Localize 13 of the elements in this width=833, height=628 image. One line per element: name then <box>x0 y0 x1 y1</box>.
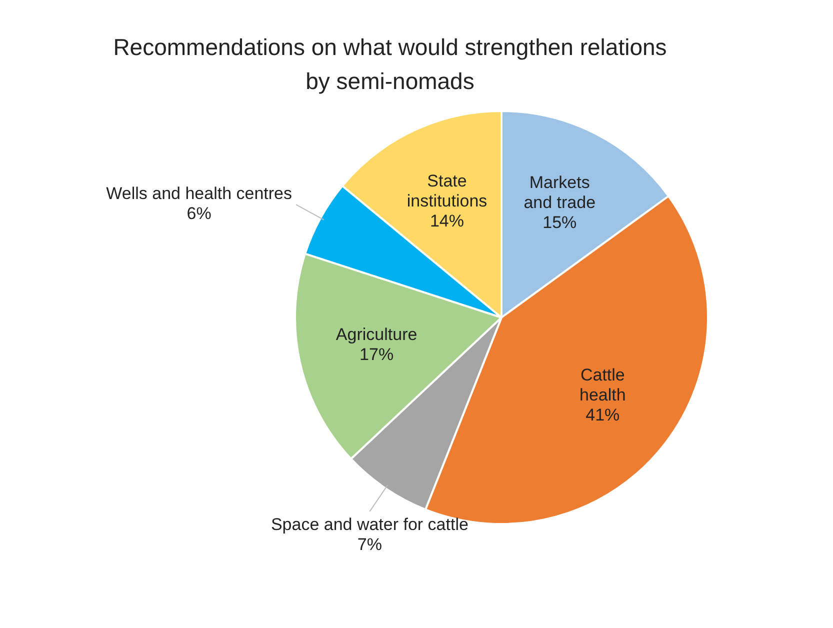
data-label: 41% <box>586 406 620 425</box>
data-label: 15% <box>542 213 577 232</box>
data-label: 14% <box>430 211 464 230</box>
slice-label: Cattle health <box>580 366 626 405</box>
data-label: 7% <box>357 535 382 554</box>
data-label: 17% <box>360 345 394 364</box>
data-label: 6% <box>186 204 212 224</box>
slice-label: Wells and health centres <box>106 184 292 204</box>
slice-label: Space and water for cattle <box>270 515 468 534</box>
slice-label: Agriculture <box>336 325 418 344</box>
chart-title: Recommendations on what would strengthen relations by semi-nomads <box>112 33 668 96</box>
slice-label: State institutions <box>406 171 488 210</box>
slice-label: Markets and trade <box>524 173 596 212</box>
